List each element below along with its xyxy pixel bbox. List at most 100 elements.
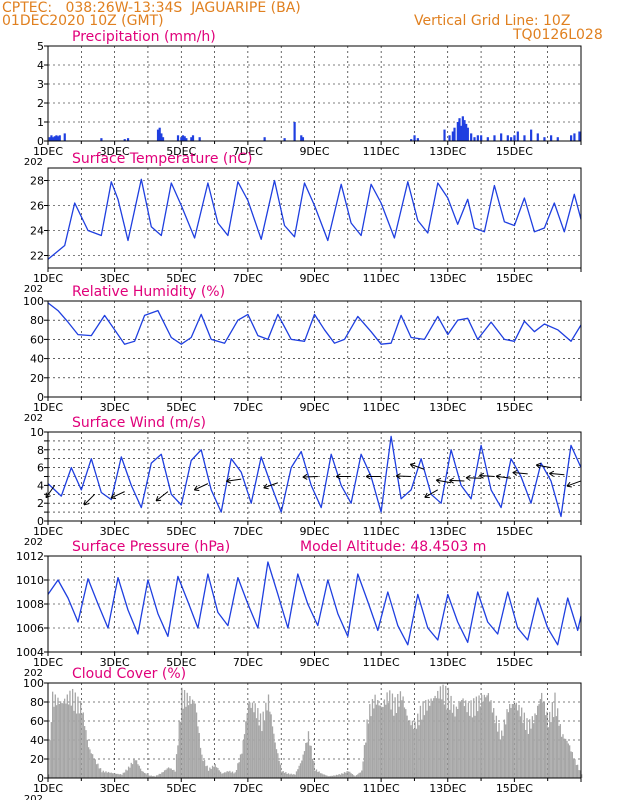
y-tick-label: 0 (37, 391, 44, 404)
cloud-bar (319, 773, 322, 778)
wind-arrow-head (495, 475, 501, 480)
cloud-bar (289, 774, 291, 778)
y-tick-label: 2 (37, 497, 44, 510)
precip-bar (283, 138, 286, 141)
cloud-bar (378, 705, 380, 778)
wind-arrow-shaft (566, 480, 582, 487)
cloud-bar (294, 774, 296, 778)
cloud-bar (441, 699, 443, 778)
cloud-bar (494, 723, 496, 778)
cloud-bar (446, 709, 448, 778)
header-grid-line: Vertical Grid Line: 10Z (414, 13, 571, 29)
wind-arrow (549, 470, 565, 477)
pres-panel: 1004 1006 1008 1010 1012 1DEC 3DEC 5DEC 7DEC 9DEC… (16, 539, 582, 679)
cloud-bar (363, 745, 366, 778)
precip-bar (493, 135, 496, 141)
precip-bar (156, 129, 160, 141)
cloud-bar (101, 772, 103, 778)
precip-bar (465, 123, 468, 141)
cloud-bar (57, 697, 59, 778)
wind-arrow (155, 491, 169, 502)
cloud-bar (273, 733, 275, 778)
cloud-bar (493, 708, 495, 778)
cloud-bar (71, 688, 74, 778)
cloud-bar (105, 771, 107, 778)
cloud-bar (62, 703, 64, 778)
cloud-bar (118, 774, 120, 778)
cloud-bar (306, 742, 308, 778)
cloud-bar (350, 773, 352, 778)
cloud-bar (433, 698, 435, 778)
cloud-bar (106, 772, 108, 778)
wind-arrow-head (335, 476, 341, 480)
cloud-bar (275, 749, 278, 778)
cloud-bar (249, 702, 251, 778)
cloud-bar (241, 753, 243, 778)
wind-arrow-head (194, 489, 200, 491)
wind-arrow (495, 473, 512, 480)
cloud-bar (331, 775, 334, 778)
cloud-bar (435, 698, 438, 778)
wind-arrow-head (156, 499, 162, 502)
cloud-bar (162, 772, 164, 778)
cloud-bar (338, 774, 340, 778)
cloud-bar (185, 706, 187, 778)
cloud-bar (149, 775, 151, 778)
cloud-bar (254, 703, 256, 778)
cloud-bar (345, 772, 347, 778)
cloud-bar (371, 699, 374, 778)
cloud-bar (489, 701, 491, 778)
cloud-bar (243, 734, 246, 778)
x-year-stub: 202 (24, 668, 43, 679)
cloud-bar (109, 772, 111, 778)
cloud-bar (173, 769, 175, 778)
y-tick-label: 5 (37, 40, 44, 53)
wind-arrow-head (263, 487, 269, 490)
cloud-bar (155, 775, 158, 778)
cloud-bar (281, 771, 283, 778)
x-tick-label: 13DEC (429, 272, 466, 285)
cloud-bar (93, 759, 95, 778)
cloud-bar (67, 704, 70, 778)
wind-arrow (535, 462, 552, 469)
cloud-bar (419, 705, 422, 778)
cloud-bar (97, 763, 99, 778)
precip-bar (190, 137, 193, 141)
cloud-bar (547, 727, 549, 778)
cloud-bar (326, 775, 328, 778)
cloud-bar (314, 770, 316, 778)
cloud-bar (255, 718, 258, 778)
cloud-bar (186, 692, 188, 778)
y-tick-label: 1004 (16, 646, 44, 659)
cloud-bar (50, 722, 52, 778)
cloud-bar (445, 685, 447, 778)
wind-arrow-shaft (424, 489, 439, 498)
cloud-bar (86, 739, 88, 778)
wind-arrow-shaft (466, 477, 482, 479)
precip-bar (480, 135, 483, 141)
x-year-stub: 202 (24, 284, 43, 295)
cloud-bar (159, 773, 162, 778)
cloud-bar (385, 704, 387, 778)
x-tick-label: 3DEC (100, 401, 130, 414)
wind-arrow (45, 485, 56, 499)
cloud-bar (382, 707, 384, 778)
cloud-bar (554, 692, 556, 778)
cloud-bar (270, 714, 272, 778)
wind-arrow-shaft (155, 491, 169, 502)
cloud-bar (251, 702, 254, 778)
cloud-bar (579, 770, 581, 778)
cloud-bar (129, 767, 131, 778)
x-tick-label: 11DEC (363, 401, 400, 414)
precip-bar (461, 116, 464, 141)
cloud-bar (58, 703, 60, 778)
cloud-bar (221, 773, 223, 778)
y-tick-label: 100 (23, 295, 44, 308)
x-tick-label: 15DEC (496, 401, 533, 414)
wind-arrow-head (395, 475, 401, 480)
y-tick-label: 22 (30, 250, 44, 263)
cloud-bar (471, 717, 474, 778)
cloud-bar (439, 686, 442, 778)
cloud-bar (391, 693, 394, 778)
cloud-bar (394, 697, 396, 778)
